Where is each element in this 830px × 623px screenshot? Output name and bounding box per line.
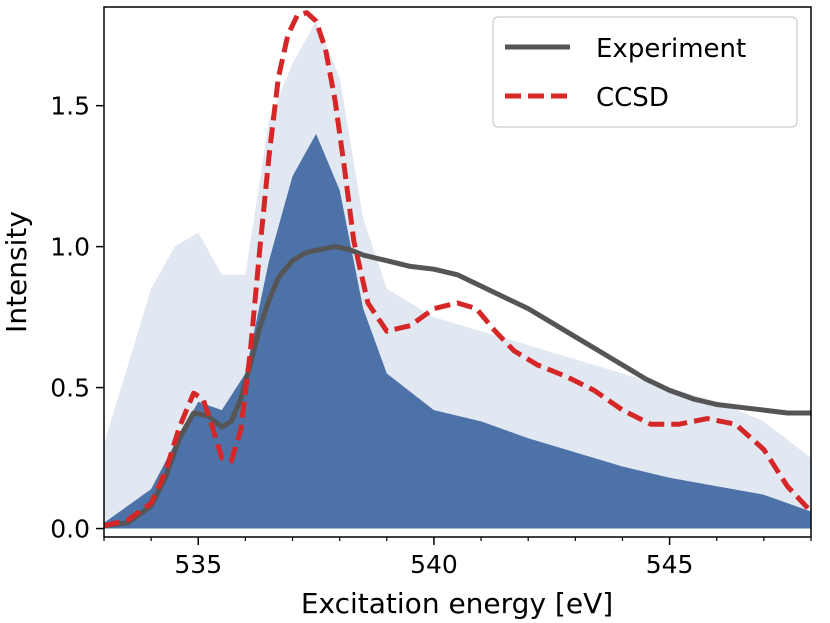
y-tick-label: 1.5: [50, 92, 90, 121]
y-axis: 0.0 0.5 1.0 1.5: [50, 92, 104, 544]
ensemble-layer: [104, 21, 811, 529]
x-axis: 535 540 545: [103, 537, 812, 579]
x-tick-label: 545: [646, 550, 694, 579]
y-tick-label: 1.0: [50, 233, 90, 262]
y-axis-label: Intensity: [0, 211, 33, 333]
x-tick-label: 535: [174, 550, 222, 579]
x-axis-label: Excitation energy [eV]: [301, 587, 613, 620]
legend-label-experiment: Experiment: [596, 34, 746, 64]
legend-label-ccsd: CCSD: [596, 83, 669, 113]
plot-frame: [103, 6, 812, 538]
x-tick-label: 540: [410, 550, 458, 579]
ensemble-dense-band: [104, 133, 811, 529]
series-layer: [104, 10, 811, 529]
y-tick-label: 0.5: [50, 374, 90, 403]
legend: Experiment CCSD: [492, 16, 798, 128]
series-line-ccsd: [104, 10, 811, 529]
y-tick-label: 0.0: [50, 515, 90, 544]
series-line-experiment: [104, 244, 811, 529]
